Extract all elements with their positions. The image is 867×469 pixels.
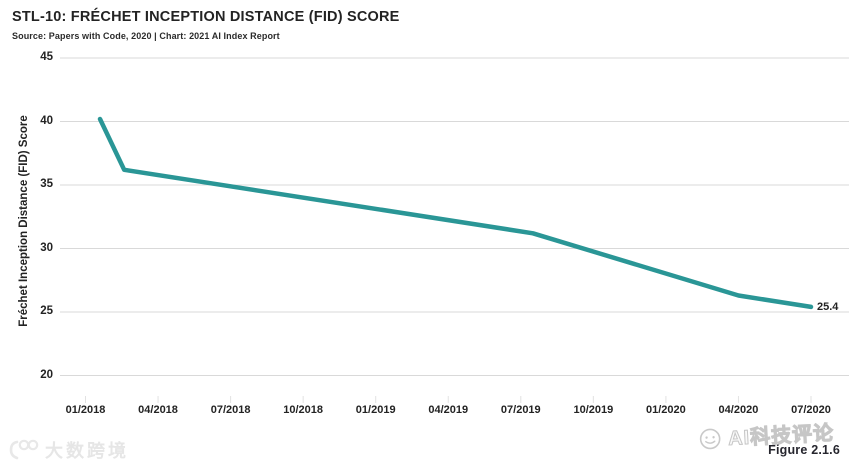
y-tick-label: 35 — [40, 178, 53, 190]
x-tick-label: 04/2019 — [428, 404, 469, 416]
figure-number: Figure 2.1.6 — [768, 443, 840, 457]
x-tick-label: 04/2020 — [718, 404, 759, 416]
y-tick-label: 25 — [40, 305, 53, 317]
y-tick-label: 20 — [40, 368, 53, 381]
chart-title: STL-10: FRÉCHET INCEPTION DISTANCE (FID)… — [12, 9, 400, 25]
y-tick-label: 40 — [40, 114, 53, 127]
x-tick-label: 01/2019 — [355, 404, 396, 416]
y-tick-label: 45 — [40, 51, 53, 63]
x-tick-label: 07/2020 — [791, 404, 831, 416]
x-tick-label: 04/2018 — [138, 404, 178, 416]
x-tick-label: 07/2018 — [210, 404, 251, 416]
x-tick-label: 07/2019 — [500, 404, 541, 416]
chart-source-line: Source: Papers with Code, 2020 | Chart: … — [12, 31, 280, 41]
x-tick-label: 10/2019 — [573, 404, 614, 416]
y-tick-label: 30 — [40, 241, 53, 254]
x-tick-label: 01/2020 — [646, 404, 686, 416]
x-tick-label: 10/2018 — [283, 404, 324, 416]
fid-score-line — [97, 116, 814, 310]
data-point-label: 25.4 — [817, 301, 839, 313]
x-tick-label: 01/2018 — [65, 404, 106, 416]
